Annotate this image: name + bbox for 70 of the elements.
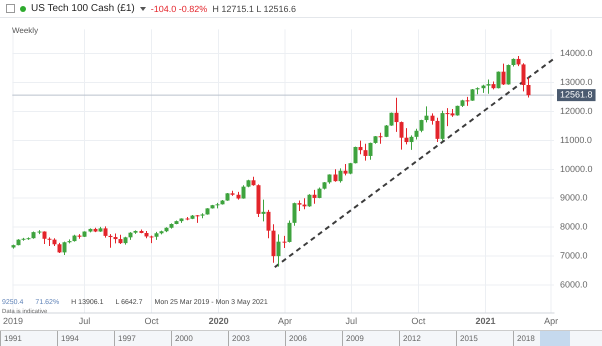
candlestick [516, 56, 520, 67]
candlestick [368, 142, 372, 160]
candlestick [486, 79, 490, 94]
x-tick-label: Oct [411, 316, 426, 326]
x-tick-label: Oct [144, 316, 160, 326]
y-tick-label: 13000.0 [560, 76, 593, 87]
candlestick [354, 146, 358, 164]
candlestick [42, 230, 46, 244]
chart-subtitle: -104.0 -0.82% [150, 4, 208, 14]
ref-line-label: 12561.8 [560, 90, 593, 100]
x-tick-label: Jul [78, 316, 90, 326]
y-tick-label: 14000.0 [560, 48, 593, 58]
candlestick [196, 214, 200, 224]
candlestick [338, 168, 342, 184]
candlestick [502, 63, 506, 86]
x-tick-label: Apr [278, 316, 292, 326]
annotation: Weekly [12, 26, 38, 35]
candlestick [312, 189, 316, 204]
x-tick-label: 2020 [208, 316, 229, 326]
candlestick [364, 143, 368, 162]
y-tick-label: 9000.0 [560, 192, 588, 203]
candlestick [410, 134, 414, 150]
y-tick-label: 11000.0 [560, 134, 592, 145]
y-tick-label: 6000.0 [560, 280, 588, 290]
candlestick [334, 168, 338, 182]
candlestick [496, 70, 500, 89]
candlestick [114, 233, 118, 244]
range-navigator: 1991 1994 1997 2000 2003 2006 2009 2012 2015 2018 [0, 330, 602, 346]
candlestick [414, 128, 418, 140]
candlestick [470, 88, 474, 102]
candlestick [288, 220, 292, 244]
candlestick [266, 209, 270, 239]
candlestick [58, 242, 62, 254]
text: H 12715.1 L 12516.6 [212, 4, 296, 14]
y-tick-label: 8000.0 [560, 222, 588, 232]
x-tick-label: Apr [544, 316, 558, 326]
y-tick-label: 7000.0 [560, 250, 588, 261]
candlestick [378, 132, 382, 144]
candlestick [436, 117, 440, 143]
candlestick [262, 199, 266, 222]
x-tick-label: Jul [346, 316, 358, 326]
candlestick [344, 164, 348, 176]
candlestick [526, 76, 530, 98]
candlestick [404, 128, 408, 145]
candlestick [308, 194, 312, 208]
candlestick [276, 234, 280, 268]
candlestick [104, 226, 108, 238]
candlestick [298, 200, 302, 212]
candlestick [328, 174, 332, 184]
candlestick [292, 202, 296, 226]
candlestick [400, 120, 404, 150]
candlestick [282, 235, 286, 249]
candlestick [242, 184, 246, 200]
candlestick [62, 241, 66, 256]
candlestick [420, 119, 424, 133]
candlestick [118, 234, 122, 244]
candlestick [506, 64, 510, 86]
candlestick [384, 124, 388, 138]
candlestick [358, 140, 362, 155]
x-tick-label: 2021 [475, 316, 496, 326]
x-tick-label: 2019 [2, 316, 24, 326]
y-tick-label: 10000.0 [560, 164, 593, 174]
candlestick [430, 112, 434, 126]
candlestick [522, 62, 526, 92]
chart-title: US Tech 100 Cash (£1) [31, 3, 135, 14]
candlestick [302, 198, 306, 210]
candlestick [390, 112, 394, 126]
candlestick [394, 97, 398, 132]
candlestick [424, 106, 428, 123]
y-tick-label: 12000.0 [560, 106, 593, 116]
